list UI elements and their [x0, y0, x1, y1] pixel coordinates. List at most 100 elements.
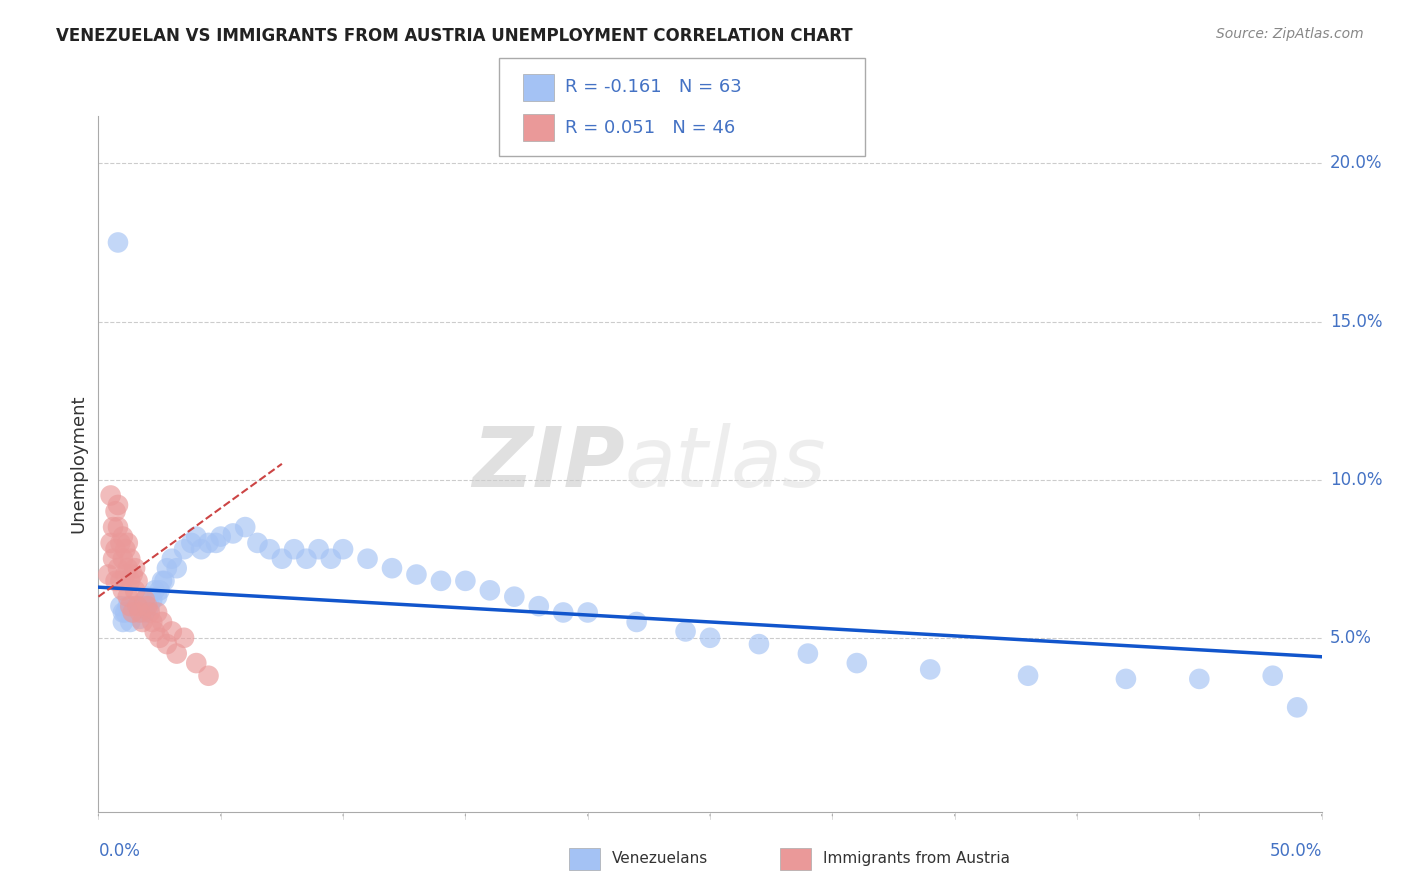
- Point: [121, 567, 143, 582]
- Point: [1017, 669, 1039, 683]
- Point: [503, 590, 526, 604]
- Point: [117, 599, 139, 614]
- Point: [295, 551, 318, 566]
- Point: [117, 536, 139, 550]
- Point: [120, 599, 142, 614]
- Point: [127, 606, 149, 620]
- Point: [150, 574, 173, 588]
- Point: [100, 488, 122, 502]
- Point: [454, 574, 477, 588]
- Text: Venezuelans: Venezuelans: [612, 852, 707, 866]
- Point: [319, 551, 342, 566]
- Y-axis label: Unemployment: Unemployment: [69, 394, 87, 533]
- Point: [153, 574, 176, 588]
- Point: [283, 542, 305, 557]
- Point: [166, 561, 188, 575]
- Point: [160, 624, 183, 639]
- Point: [111, 583, 134, 598]
- Point: [110, 599, 132, 614]
- Text: 15.0%: 15.0%: [1330, 312, 1382, 331]
- Point: [246, 536, 269, 550]
- Point: [156, 561, 179, 575]
- Text: ZIP: ZIP: [472, 424, 624, 504]
- Point: [149, 631, 172, 645]
- Text: 5.0%: 5.0%: [1330, 629, 1372, 647]
- Point: [139, 599, 162, 614]
- Point: [124, 561, 146, 575]
- Point: [166, 647, 188, 661]
- Point: [104, 542, 127, 557]
- Point: [190, 542, 212, 557]
- Point: [430, 574, 453, 588]
- Text: atlas: atlas: [624, 424, 827, 504]
- Point: [120, 615, 142, 629]
- Point: [259, 542, 281, 557]
- Text: R = -0.161   N = 63: R = -0.161 N = 63: [565, 78, 742, 96]
- Point: [270, 551, 294, 566]
- Point: [111, 615, 134, 629]
- Point: [120, 551, 142, 566]
- Point: [1188, 672, 1211, 686]
- Point: [527, 599, 550, 614]
- Point: [576, 606, 599, 620]
- Point: [131, 615, 153, 629]
- Point: [1261, 669, 1284, 683]
- Point: [143, 624, 166, 639]
- Point: [748, 637, 770, 651]
- Text: VENEZUELAN VS IMMIGRANTS FROM AUSTRIA UNEMPLOYMENT CORRELATION CHART: VENEZUELAN VS IMMIGRANTS FROM AUSTRIA UN…: [56, 27, 853, 45]
- Point: [107, 235, 129, 250]
- Point: [121, 606, 143, 620]
- Point: [141, 592, 163, 607]
- Point: [149, 583, 172, 598]
- Point: [141, 615, 163, 629]
- Point: [173, 631, 195, 645]
- Point: [920, 662, 942, 676]
- Point: [675, 624, 697, 639]
- Point: [143, 583, 166, 598]
- Point: [146, 606, 169, 620]
- Point: [205, 536, 228, 550]
- Point: [139, 606, 162, 620]
- Point: [209, 530, 232, 544]
- Point: [1286, 700, 1309, 714]
- Text: 0.0%: 0.0%: [98, 842, 141, 860]
- Text: 50.0%: 50.0%: [1270, 842, 1322, 860]
- Point: [150, 615, 173, 629]
- Point: [124, 583, 146, 598]
- Point: [111, 530, 134, 544]
- Point: [136, 590, 159, 604]
- Point: [114, 542, 136, 557]
- Point: [121, 606, 143, 620]
- Point: [104, 504, 127, 518]
- Point: [308, 542, 330, 557]
- Point: [186, 530, 208, 544]
- Point: [405, 567, 427, 582]
- Point: [101, 551, 124, 566]
- Point: [222, 526, 245, 541]
- Point: [134, 606, 156, 620]
- Point: [127, 599, 149, 614]
- Point: [478, 583, 501, 598]
- Point: [114, 567, 136, 582]
- Point: [180, 536, 202, 550]
- Point: [111, 606, 134, 620]
- Text: Immigrants from Austria: Immigrants from Austria: [823, 852, 1010, 866]
- Point: [160, 551, 183, 566]
- Point: [136, 599, 159, 614]
- Point: [186, 656, 208, 670]
- Text: R = 0.051   N = 46: R = 0.051 N = 46: [565, 119, 735, 136]
- Point: [356, 551, 378, 566]
- Point: [124, 599, 146, 614]
- Point: [120, 574, 142, 588]
- Point: [107, 561, 129, 575]
- Point: [111, 551, 134, 566]
- Point: [197, 536, 219, 550]
- Point: [107, 498, 129, 512]
- Point: [110, 536, 132, 550]
- Point: [127, 574, 149, 588]
- Point: [626, 615, 648, 629]
- Point: [233, 520, 256, 534]
- Point: [134, 592, 156, 607]
- Point: [97, 567, 120, 582]
- Point: [101, 520, 124, 534]
